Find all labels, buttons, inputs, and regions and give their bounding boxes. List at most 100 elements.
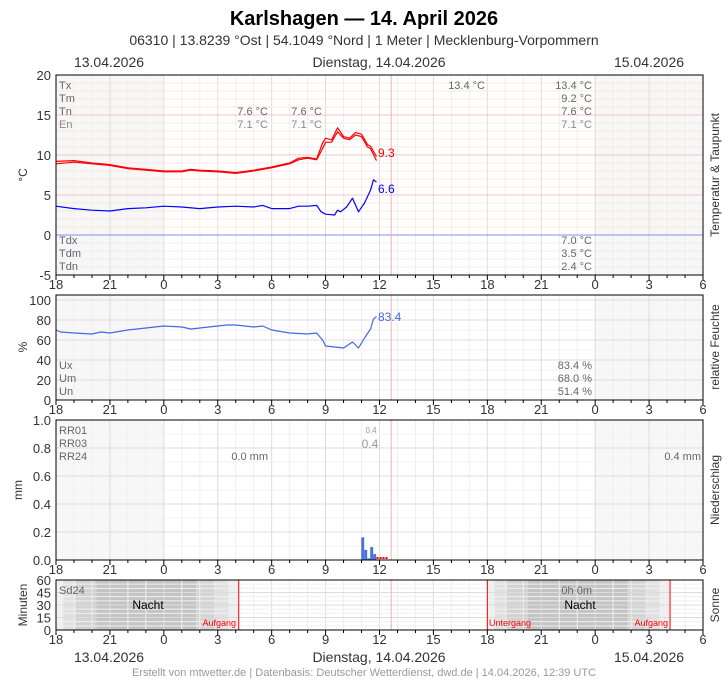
x-tick-label: 6 [699,402,706,417]
precip-stats: RR01 RR03 RR24 0.4 0.4 0.0 mm 0.4 mm [59,425,701,463]
temp-axis-label: °C [16,168,30,182]
x-tick-label: 3 [214,632,221,647]
x-tick-label: 6 [699,562,706,577]
summary-um: 68.0 % [558,373,592,385]
x-tick-label: 15 [426,402,440,417]
summary-tx: 13.4 °C [555,80,592,92]
precip-bar [373,554,377,561]
humidity-side-label: relative Feuchte [708,304,722,390]
x-tick-label: 12 [372,402,386,417]
day2-tx: 13.4 °C [448,80,485,92]
temp-side-label: Temperatur & Taupunkt [708,112,722,237]
x-tick-label: 6 [699,277,706,292]
y-tick-label: 0.0 [33,553,51,568]
dewpoint-line [55,179,377,216]
x-tick-label: 18 [49,632,63,647]
x-tick-label: 3 [214,277,221,292]
x-tick-label: 15 [426,277,440,292]
precip-axis-label: mm [11,480,25,500]
x-tick-label: 12 [372,562,386,577]
y-tick-label: 60 [37,333,51,348]
x-tick-label: 21 [103,277,117,292]
y-tick-label: 0 [44,623,51,638]
x-tick-label: 21 [103,632,117,647]
y-tick-label: 10 [37,148,51,163]
x-tick-label: 3 [645,402,652,417]
x-tick-label: 9 [322,402,329,417]
panel-frame [55,579,704,631]
footer-credits: Erstellt von mtwetter.de | Datenbasis: D… [132,667,596,679]
x-tick-label: 21 [534,277,548,292]
sun-axis-label: Minuten [16,584,30,627]
stat-label-ux: Ux [59,360,73,372]
y-tick-label: 40 [37,353,51,368]
stat-label-tdn: Tdn [59,261,78,273]
x-tick-label: 18 [49,562,63,577]
y-tick-label: 0.2 [33,525,51,540]
x-tick-label: 18 [480,402,494,417]
y-tick-label: 5 [44,188,51,203]
x-tick-label: 18 [480,277,494,292]
panel-frame [55,74,704,276]
x-tick-label: 6 [268,562,275,577]
summary-un: 51.4 % [558,386,592,398]
panel-frame [55,294,704,401]
day2-tn-2: 7.6 °C [291,106,322,118]
x-tick-label: 0 [160,402,167,417]
stat-label-um: Um [59,373,76,385]
y-tick-label: 45 [37,586,51,601]
stat-label-tm: Tm [59,93,75,105]
stat-label-rr24: RR24 [59,451,87,463]
night-label-1: Nacht [132,598,164,612]
x-tick-label: 21 [534,632,548,647]
sun-stats: Sd24 0h 0m Nacht Nacht Aufgang Untergang… [59,585,668,628]
x-tick-label: 21 [103,402,117,417]
chart-title: Karlshagen — 14. April 2026 [230,8,498,30]
stat-label-sd24: Sd24 [59,585,85,597]
night-label-2: Nacht [564,598,596,612]
summary-en: 7.1 °C [561,119,592,131]
day2-en-2: 7.1 °C [291,119,322,131]
x-tick-label: 18 [49,277,63,292]
stat-label-tn: Tn [59,106,72,118]
x-tick-label: 15 [426,632,440,647]
y-tick-label: 80 [37,313,51,328]
stat-label-tx: Tx [59,80,72,92]
precip-side-label: Niederschlag [708,455,722,525]
x-tick-label: 0 [592,277,599,292]
x-tick-label: 18 [480,562,494,577]
day2-tn-1: 7.6 °C [237,106,268,118]
precip-bar [370,547,374,561]
rr01-value: 0.4 [365,426,377,435]
x-tick-label: 6 [268,277,275,292]
x-tick-label: 9 [322,632,329,647]
humidity-axis-label: % [16,341,30,352]
y-tick-label: 20 [37,373,51,388]
sun-summary: 0h 0m [561,585,592,597]
y-tick-label: 30 [37,598,51,613]
x-tick-label: 0 [160,562,167,577]
x-tick-label: 3 [645,562,652,577]
day2-en-1: 7.1 °C [237,119,268,131]
y-tick-label: 100 [29,293,51,308]
y-tick-label: 15 [37,108,51,123]
date-right-bottom: 15.04.2026 [614,649,684,665]
x-tick-label: 3 [214,402,221,417]
y-tick-label: 0 [44,393,51,408]
date-center-top: Dienstag, 14.04.2026 [312,54,445,70]
sunset-label: Untergang [489,618,531,628]
y-tick-label: 0.4 [33,497,51,512]
y-tick-label: 0.8 [33,441,51,456]
temperature-max-line [55,127,378,174]
y-tick-label: 1.0 [33,413,51,428]
stat-label-tdm: Tdm [59,248,81,260]
dewpoint-end-label: 6.6 [378,182,395,196]
sun-side-label: Sonne [708,587,722,622]
date-right-top: 15.04.2026 [614,54,684,70]
x-tick-label: 3 [214,562,221,577]
temperature-end-label: 9.3 [378,146,395,160]
summary-tdx: 7.0 °C [561,235,592,247]
y-tick-label: 15 [37,611,51,626]
stat-label-rr01: RR01 [59,425,87,437]
